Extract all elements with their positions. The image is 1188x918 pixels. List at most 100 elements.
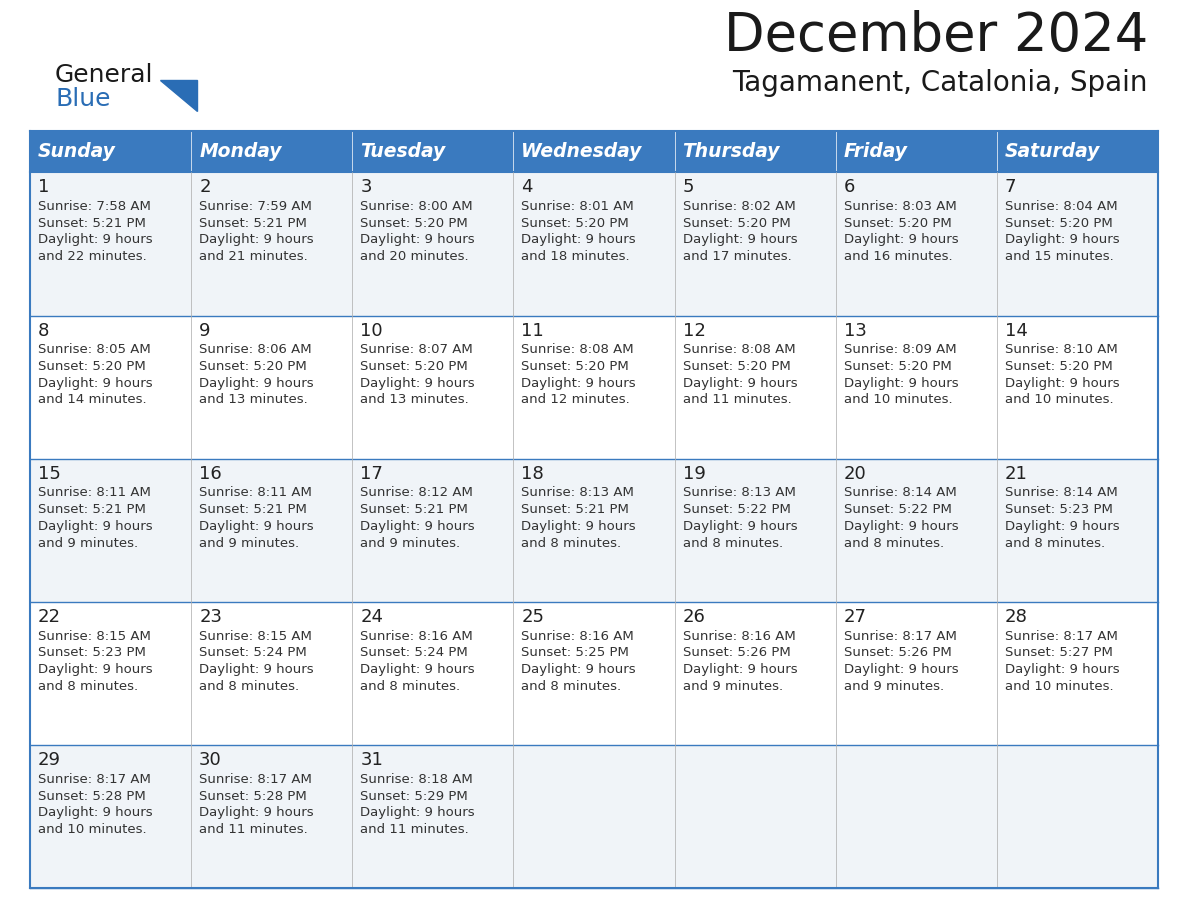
Text: 27: 27: [843, 608, 867, 626]
Text: and 17 minutes.: and 17 minutes.: [683, 250, 791, 263]
Text: Sunrise: 8:17 AM: Sunrise: 8:17 AM: [200, 773, 312, 786]
Text: 21: 21: [1005, 465, 1028, 483]
Text: Sunrise: 8:12 AM: Sunrise: 8:12 AM: [360, 487, 473, 499]
Text: and 9 minutes.: and 9 minutes.: [38, 536, 138, 550]
Bar: [835, 602, 997, 745]
Text: Sunrise: 8:02 AM: Sunrise: 8:02 AM: [683, 200, 795, 213]
Bar: [353, 173, 513, 316]
Text: Sunset: 5:20 PM: Sunset: 5:20 PM: [1005, 217, 1113, 230]
Text: and 21 minutes.: and 21 minutes.: [200, 250, 308, 263]
Text: 13: 13: [843, 321, 866, 340]
Bar: [513, 459, 675, 602]
Text: Sunday: Sunday: [38, 142, 116, 162]
Text: and 10 minutes.: and 10 minutes.: [38, 823, 146, 836]
Text: Sunrise: 8:14 AM: Sunrise: 8:14 AM: [843, 487, 956, 499]
Text: December 2024: December 2024: [723, 10, 1148, 62]
Text: 4: 4: [522, 178, 533, 196]
Text: Sunrise: 7:58 AM: Sunrise: 7:58 AM: [38, 200, 151, 213]
Text: Daylight: 9 hours: Daylight: 9 hours: [38, 233, 152, 246]
Text: 2: 2: [200, 178, 210, 196]
Text: 19: 19: [683, 465, 706, 483]
Bar: [191, 459, 353, 602]
Text: Daylight: 9 hours: Daylight: 9 hours: [200, 233, 314, 246]
Text: and 12 minutes.: and 12 minutes.: [522, 393, 630, 407]
Bar: [513, 745, 675, 889]
Text: Sunset: 5:20 PM: Sunset: 5:20 PM: [200, 360, 307, 373]
Polygon shape: [160, 80, 197, 111]
Text: Sunset: 5:24 PM: Sunset: 5:24 PM: [200, 646, 307, 659]
Text: Daylight: 9 hours: Daylight: 9 hours: [360, 806, 475, 819]
Text: and 8 minutes.: and 8 minutes.: [38, 679, 138, 693]
Text: Daylight: 9 hours: Daylight: 9 hours: [38, 520, 152, 532]
Text: Sunrise: 8:14 AM: Sunrise: 8:14 AM: [1005, 487, 1118, 499]
Bar: [675, 602, 835, 745]
Bar: [675, 131, 835, 173]
Text: 24: 24: [360, 608, 384, 626]
Text: and 9 minutes.: and 9 minutes.: [200, 536, 299, 550]
Text: Daylight: 9 hours: Daylight: 9 hours: [522, 663, 636, 676]
Text: Sunrise: 8:07 AM: Sunrise: 8:07 AM: [360, 343, 473, 356]
Text: Daylight: 9 hours: Daylight: 9 hours: [200, 520, 314, 532]
Text: Daylight: 9 hours: Daylight: 9 hours: [522, 233, 636, 246]
Text: General: General: [55, 62, 153, 87]
Text: 18: 18: [522, 465, 544, 483]
Text: Sunset: 5:20 PM: Sunset: 5:20 PM: [683, 217, 790, 230]
Text: Daylight: 9 hours: Daylight: 9 hours: [38, 376, 152, 389]
Bar: [675, 316, 835, 459]
Text: Sunset: 5:20 PM: Sunset: 5:20 PM: [843, 217, 952, 230]
Text: Sunset: 5:20 PM: Sunset: 5:20 PM: [843, 360, 952, 373]
Bar: [353, 131, 513, 173]
Text: and 10 minutes.: and 10 minutes.: [1005, 679, 1113, 693]
Text: Daylight: 9 hours: Daylight: 9 hours: [683, 233, 797, 246]
Text: Daylight: 9 hours: Daylight: 9 hours: [200, 806, 314, 819]
Text: 10: 10: [360, 321, 383, 340]
Bar: [30, 316, 191, 459]
Bar: [997, 602, 1158, 745]
Text: Saturday: Saturday: [1005, 142, 1100, 162]
Text: Sunrise: 8:10 AM: Sunrise: 8:10 AM: [1005, 343, 1118, 356]
Text: Wednesday: Wednesday: [522, 142, 642, 162]
Text: Sunset: 5:20 PM: Sunset: 5:20 PM: [522, 217, 630, 230]
Bar: [835, 131, 997, 173]
Text: Sunset: 5:21 PM: Sunset: 5:21 PM: [200, 503, 307, 516]
Text: Sunset: 5:22 PM: Sunset: 5:22 PM: [683, 503, 790, 516]
Text: and 14 minutes.: and 14 minutes.: [38, 393, 146, 407]
Text: and 18 minutes.: and 18 minutes.: [522, 250, 630, 263]
Text: Daylight: 9 hours: Daylight: 9 hours: [843, 233, 959, 246]
Text: Tagamanent, Catalonia, Spain: Tagamanent, Catalonia, Spain: [733, 69, 1148, 96]
Bar: [353, 459, 513, 602]
Text: 28: 28: [1005, 608, 1028, 626]
Text: 25: 25: [522, 608, 544, 626]
Text: Sunset: 5:21 PM: Sunset: 5:21 PM: [38, 503, 146, 516]
Text: Daylight: 9 hours: Daylight: 9 hours: [360, 233, 475, 246]
Text: Sunrise: 8:04 AM: Sunrise: 8:04 AM: [1005, 200, 1118, 213]
Text: and 13 minutes.: and 13 minutes.: [360, 393, 469, 407]
Text: Sunrise: 8:13 AM: Sunrise: 8:13 AM: [522, 487, 634, 499]
Text: Sunset: 5:24 PM: Sunset: 5:24 PM: [360, 646, 468, 659]
Text: Sunset: 5:23 PM: Sunset: 5:23 PM: [1005, 503, 1113, 516]
Text: Sunrise: 8:17 AM: Sunrise: 8:17 AM: [1005, 630, 1118, 643]
Text: Sunrise: 8:15 AM: Sunrise: 8:15 AM: [38, 630, 151, 643]
Text: 7: 7: [1005, 178, 1017, 196]
Text: and 9 minutes.: and 9 minutes.: [843, 679, 943, 693]
Bar: [191, 745, 353, 889]
Text: and 8 minutes.: and 8 minutes.: [683, 536, 783, 550]
Text: Blue: Blue: [55, 87, 110, 111]
Text: Thursday: Thursday: [683, 142, 781, 162]
Text: and 8 minutes.: and 8 minutes.: [200, 679, 299, 693]
Text: Daylight: 9 hours: Daylight: 9 hours: [843, 663, 959, 676]
Text: Sunset: 5:23 PM: Sunset: 5:23 PM: [38, 646, 146, 659]
Bar: [353, 745, 513, 889]
Text: Sunrise: 8:09 AM: Sunrise: 8:09 AM: [843, 343, 956, 356]
Text: Sunrise: 8:13 AM: Sunrise: 8:13 AM: [683, 487, 796, 499]
Bar: [835, 173, 997, 316]
Text: Sunrise: 8:16 AM: Sunrise: 8:16 AM: [683, 630, 795, 643]
Text: 29: 29: [38, 751, 61, 769]
Text: and 22 minutes.: and 22 minutes.: [38, 250, 147, 263]
Text: and 8 minutes.: and 8 minutes.: [522, 679, 621, 693]
Text: and 11 minutes.: and 11 minutes.: [200, 823, 308, 836]
Text: and 8 minutes.: and 8 minutes.: [360, 679, 461, 693]
Text: Daylight: 9 hours: Daylight: 9 hours: [38, 663, 152, 676]
Bar: [997, 173, 1158, 316]
Text: Daylight: 9 hours: Daylight: 9 hours: [1005, 233, 1119, 246]
